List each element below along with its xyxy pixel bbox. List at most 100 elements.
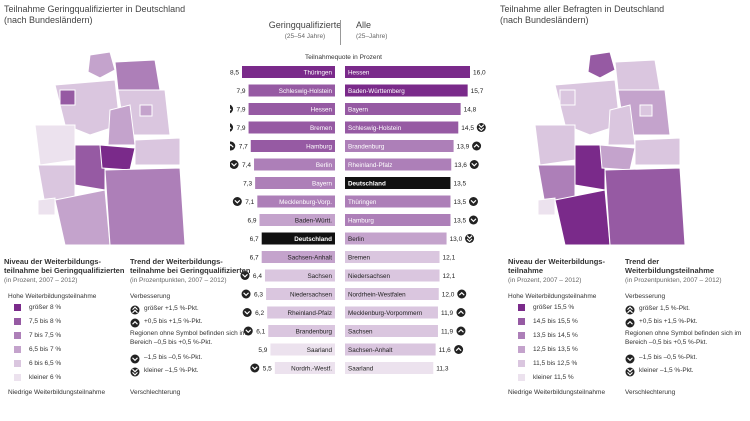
map-berlin xyxy=(639,104,653,117)
right-trend-icon xyxy=(472,141,482,151)
left-map-subtitle: (nach Bundesländern) xyxy=(4,15,93,25)
right-bar-value: 11,9 xyxy=(441,310,454,317)
right-trend-label: größer 1,5 %-Pkt. xyxy=(639,305,690,312)
left-legend-item: kleiner 6 % xyxy=(14,374,61,381)
left-trend-icon xyxy=(242,308,252,317)
right-bar-value: 13,9 xyxy=(457,144,470,151)
left-legend-swatch xyxy=(14,304,21,311)
left-bar-label: Berlin xyxy=(316,162,333,169)
left-bar xyxy=(274,362,335,374)
right-legend-item: kleiner 11,5 % xyxy=(518,374,574,381)
right-legend-item: größer 15,5 % xyxy=(518,304,574,311)
map-baden-wuerttemberg xyxy=(554,189,611,246)
left-bar-value: 6,3 xyxy=(254,292,263,299)
left-legend-item: größer 8 % xyxy=(14,304,61,311)
left-better-label: Verbesserung xyxy=(130,293,171,300)
right-bar xyxy=(345,177,451,189)
right-trend-icon xyxy=(468,197,478,206)
right-legend-label: 13,5 bis 14,5 % xyxy=(533,332,578,339)
left-legend-label: 6,5 bis 7 % xyxy=(29,346,62,353)
left-niveau-title-2: teilnahme bei Geringqualifizierten xyxy=(4,266,125,275)
left-bar-value: 6,1 xyxy=(256,329,265,336)
left-legend-item: 7,5 bis 8 % xyxy=(14,318,61,325)
left-bar-value: 5,5 xyxy=(263,366,272,373)
left-bar-value: 7,9 xyxy=(237,125,246,132)
right-trend-title-1: Trend der Weiterbildungsteilnahme xyxy=(625,257,715,275)
left-bar-value: 7,1 xyxy=(245,199,254,206)
left-bar-value: 7,4 xyxy=(242,162,251,169)
map-baden-wuerttemberg xyxy=(54,189,111,246)
map-bayern xyxy=(604,167,686,246)
map-sachsen xyxy=(634,137,681,166)
left-bar-value: 5,9 xyxy=(258,347,267,354)
left-niveau-title-1: Niveau der Weiterbildungs- xyxy=(4,257,101,266)
right-trend-item: +0,5 bis +1,5 %-Pkt. xyxy=(625,318,745,328)
right-bar-value: 11,3 xyxy=(436,366,449,373)
left-trend-legend-icon xyxy=(130,318,140,328)
right-bar xyxy=(345,84,468,97)
left-legend-label: 7,5 bis 8 % xyxy=(29,318,62,325)
center-header-right: Alle xyxy=(356,20,372,30)
right-bar xyxy=(345,288,439,300)
right-bar xyxy=(345,269,440,282)
left-legend-label: kleiner 6 % xyxy=(29,374,62,381)
right-bar-label: Hessen xyxy=(348,70,370,77)
right-trend-icon xyxy=(465,234,475,243)
left-bar-label: Hamburg xyxy=(306,144,332,151)
right-trend-icon xyxy=(469,160,479,169)
right-bar xyxy=(345,232,447,245)
left-trend-title-1: Trend der Weiterbildungs- xyxy=(130,257,223,266)
right-bar-label: Hamburg xyxy=(348,218,374,225)
right-bar xyxy=(345,195,451,208)
left-bar xyxy=(254,158,335,171)
right-bar-label: Sachsen xyxy=(348,329,373,336)
left-trend-icon xyxy=(232,197,242,206)
left-trend-label: –1,5 bis –0,5 %-Pkt. xyxy=(144,354,203,361)
right-trend-item: –1,5 bis –0,5 %-Pkt. xyxy=(625,354,745,364)
left-bar-label: Schleswig-Holstein xyxy=(279,88,333,95)
left-bar xyxy=(255,177,335,189)
left-trend-legend-icon xyxy=(130,354,140,364)
map-sachsen-anhalt xyxy=(107,104,136,146)
map-schleswig-holstein xyxy=(587,51,616,79)
right-bar xyxy=(345,66,470,78)
left-trend-sub: (in Prozentpunkten, 2007 – 2012) xyxy=(130,277,227,284)
right-legend-label: 12,5 bis 13,5 % xyxy=(533,346,578,353)
right-trend-legend-icon xyxy=(625,354,635,364)
right-trend-legend-icon xyxy=(625,367,635,377)
right-trend-item: größer 1,5 %-Pkt. xyxy=(625,305,745,315)
map-sachsen-anhalt xyxy=(607,104,636,146)
right-bar-label: Bremen xyxy=(348,255,371,262)
left-bar xyxy=(248,121,335,134)
right-bar xyxy=(345,306,438,319)
map-nrw xyxy=(534,124,576,166)
right-bar-value: 12,0 xyxy=(442,292,455,299)
right-bar xyxy=(345,343,436,356)
right-bar-label: Deutschland xyxy=(348,181,386,188)
right-map-subtitle: (nach Bundesländern) xyxy=(500,15,589,25)
right-trend-sub: (in Prozentpunkten, 2007 – 2012) xyxy=(625,277,722,284)
right-low-label: Niedrige Weiterbildungsteilnahme xyxy=(508,389,606,396)
left-bar xyxy=(250,140,335,152)
left-legend-item: 7 bis 7,5 % xyxy=(14,332,61,339)
right-legend-label: 11,5 bis 12,5 % xyxy=(533,360,578,367)
right-trend-icon xyxy=(456,308,466,317)
left-legend-item: 6,5 bis 7 % xyxy=(14,346,61,353)
left-bar xyxy=(267,306,335,319)
left-legend-item: 6 bis 6,5 % xyxy=(14,360,61,367)
left-bar-label: Bayern xyxy=(312,181,332,188)
map-bremen xyxy=(559,89,576,106)
right-bar xyxy=(345,103,461,115)
right-bar-label: Thüringen xyxy=(348,199,377,206)
left-bar xyxy=(248,84,335,97)
right-worse-label: Verschlechterung xyxy=(625,389,676,396)
right-legend-item: 14,5 bis 15,5 % xyxy=(518,318,578,325)
left-trend-icon xyxy=(230,123,234,132)
left-legend-swatch xyxy=(14,360,21,367)
left-bar xyxy=(257,195,335,208)
right-bar xyxy=(345,140,454,152)
left-trend-item: Regionen ohne Symbol befinden sich im Be… xyxy=(130,330,250,347)
center-divider xyxy=(340,20,341,45)
map-thueringen xyxy=(599,144,636,171)
left-trend-icon xyxy=(241,289,251,299)
